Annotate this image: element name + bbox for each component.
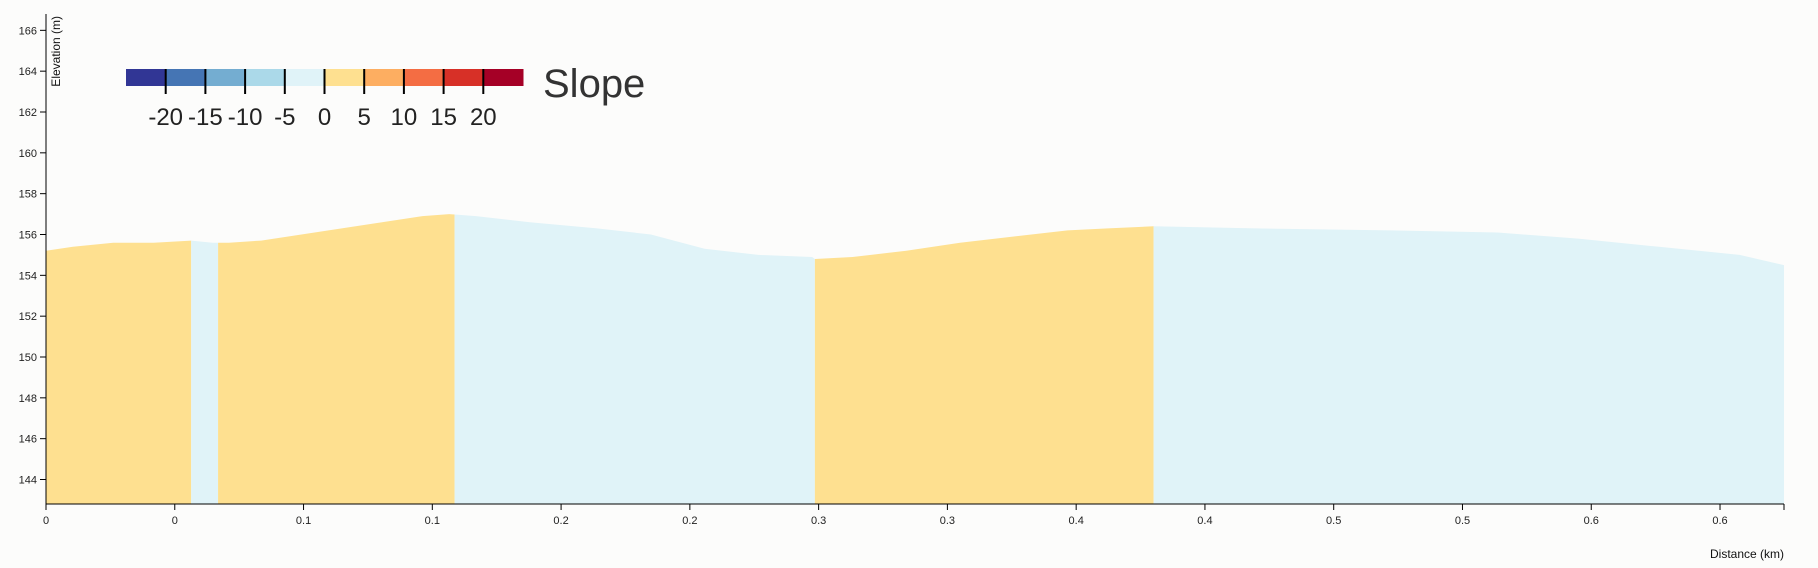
y-axis-title: Elevation (m) [49, 16, 63, 87]
y-tick-label: 160 [19, 148, 37, 160]
legend-swatch-0 [126, 69, 167, 86]
x-tick-label: 0.3 [811, 515, 826, 527]
y-tick-label: 166 [19, 25, 37, 37]
x-tick-label: 0.6 [1584, 515, 1599, 527]
x-tick-label: 0.5 [1455, 515, 1470, 527]
legend-color-bar [126, 69, 524, 86]
y-tick-label: 150 [19, 352, 37, 364]
legend-title: Slope [543, 62, 645, 106]
y-tick-label: 144 [19, 475, 37, 487]
x-tick-label: 0.3 [940, 515, 955, 527]
x-tick-label: 0.1 [296, 515, 311, 527]
legend-swatch-1 [165, 69, 206, 86]
slope-segment-2 [218, 214, 455, 504]
legend-tick-label: -15 [188, 104, 223, 131]
slope-legend: -20 -15 -10 -5 0 5 10 15 20 Slope [126, 62, 645, 131]
x-axis: 0 0 0.1 0.1 0.2 0.2 0.3 0.3 0.4 0.4 0.5 0.5 0.6 0.6 [43, 503, 1785, 527]
legend-swatch-3 [245, 69, 286, 86]
slope-segment-5 [1153, 226, 1784, 505]
legend-tick-label: -10 [228, 104, 263, 131]
x-tick-label: 0.2 [682, 515, 697, 527]
slope-segment-3 [454, 214, 815, 504]
legend-swatch-4 [284, 69, 325, 86]
legend-ticks: -20 -15 -10 -5 0 5 10 15 20 [148, 69, 497, 131]
x-tick-label: 0 [43, 515, 49, 527]
legend-tick-label: -20 [148, 104, 183, 131]
legend-tick-label: 5 [358, 104, 371, 131]
x-tick-label: 0 [172, 515, 178, 527]
legend-tick-label: 20 [470, 104, 497, 131]
legend-tick-label: 15 [430, 104, 457, 131]
legend-swatch-9 [483, 69, 524, 86]
y-axis: 144 146 148 150 152 154 156 158 160 162 164 166 [19, 14, 47, 504]
y-tick-label: 162 [19, 107, 37, 119]
legend-swatch-8 [443, 69, 484, 86]
legend-swatch-6 [364, 69, 405, 86]
slope-segment-4 [814, 226, 1154, 505]
x-tick-label: 0.4 [1069, 515, 1084, 527]
x-tick-label: 0.6 [1712, 515, 1727, 527]
legend-swatch-2 [205, 69, 246, 86]
y-tick-label: 164 [19, 66, 37, 78]
y-tick-label: 152 [19, 311, 37, 323]
y-tick-label: 154 [19, 270, 37, 282]
slope-segment-1 [191, 240, 219, 504]
y-tick-label: 158 [19, 189, 37, 201]
x-tick-label: 0.4 [1197, 515, 1212, 527]
slope-segment-0 [46, 240, 192, 504]
y-tick-label: 148 [19, 393, 37, 405]
x-tick-label: 0.5 [1326, 515, 1341, 527]
slope-areas [46, 214, 1784, 505]
legend-swatch-7 [403, 69, 445, 86]
legend-swatch-5 [324, 69, 365, 86]
legend-tick-label: 10 [391, 104, 418, 131]
legend-tick-label: -5 [274, 104, 295, 131]
x-axis-title: Distance (km) [1710, 547, 1784, 561]
legend-tick-label: 0 [318, 104, 331, 131]
y-tick-label: 156 [19, 230, 37, 242]
x-tick-label: 0.2 [553, 515, 568, 527]
x-tick-label: 0.1 [425, 515, 440, 527]
y-tick-label: 146 [19, 434, 37, 446]
